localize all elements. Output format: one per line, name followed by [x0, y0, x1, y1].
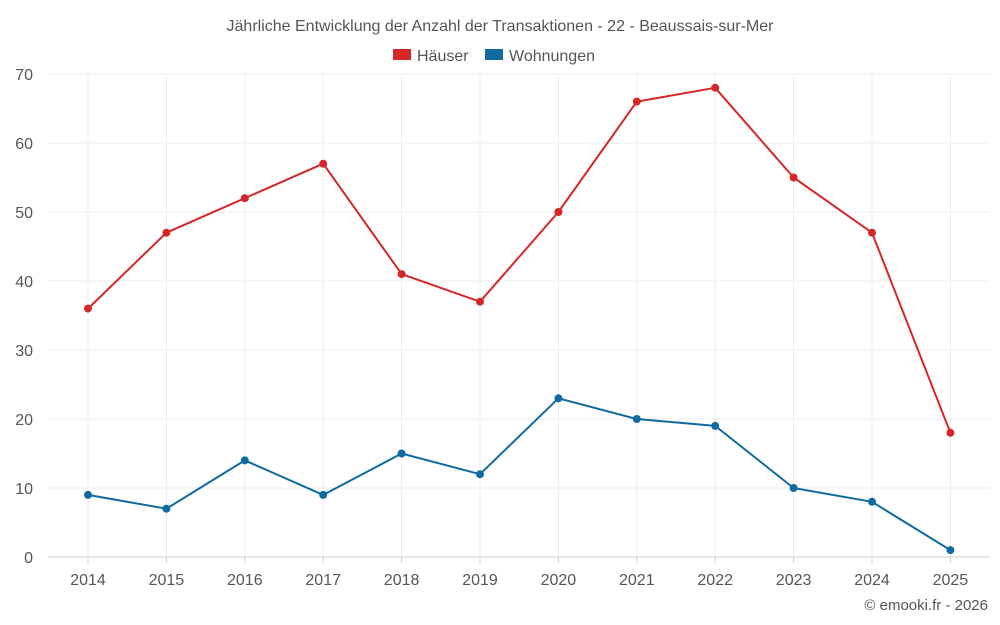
data-point[interactable]: [476, 297, 484, 306]
x-tick-label: 2025: [933, 572, 969, 589]
legend-swatch-haeuser: [393, 49, 411, 60]
series: [84, 83, 955, 555]
data-point[interactable]: [240, 194, 249, 203]
data-point[interactable]: [397, 270, 406, 279]
x-tick-label: 2018: [384, 572, 420, 589]
data-point[interactable]: [632, 415, 641, 423]
data-point[interactable]: [240, 456, 249, 465]
y-tick-label: 30: [15, 343, 33, 360]
x-tick-label: 2016: [227, 572, 263, 589]
legend-swatch-wohnungen: [485, 49, 503, 60]
data-point[interactable]: [711, 83, 720, 92]
data-point[interactable]: [868, 497, 876, 506]
data-point[interactable]: [946, 546, 955, 555]
x-tick-label: 2020: [541, 572, 577, 589]
data-point[interactable]: [789, 484, 798, 492]
credit-text: © emooki.fr - 2026: [864, 597, 988, 614]
legend-label-haeuser[interactable]: Häuser: [417, 48, 469, 65]
data-point[interactable]: [789, 173, 798, 182]
x-tick-label: 2019: [462, 572, 498, 589]
y-tick-label: 20: [15, 412, 33, 429]
x-tick-label: 2024: [854, 572, 890, 589]
y-tick-label: 10: [15, 481, 33, 498]
y-axis-ticks: 0 10 20 30 40 50 60 70: [15, 67, 33, 567]
x-tick-label: 2022: [697, 572, 733, 589]
data-point[interactable]: [711, 421, 720, 430]
x-tick-label: 2015: [149, 572, 185, 589]
data-point[interactable]: [319, 159, 328, 168]
x-tick-label: 2017: [305, 572, 341, 589]
legend-label-wohnungen[interactable]: Wohnungen: [509, 48, 595, 65]
x-tick-label: 2014: [70, 572, 106, 589]
series-line-0: [87, 86, 952, 434]
y-tick-label: 50: [15, 205, 33, 222]
data-point[interactable]: [632, 97, 641, 106]
legend[interactable]: Häuser Wohnungen: [393, 48, 595, 65]
data-point[interactable]: [397, 449, 406, 458]
data-point[interactable]: [554, 208, 563, 216]
data-point[interactable]: [162, 504, 171, 513]
y-tick-label: 40: [15, 274, 33, 291]
y-tick-label: 70: [15, 67, 33, 84]
y-tick-label: 0: [24, 550, 33, 567]
x-axis-ticks: 2014 2015 2016 2017 2018 2019 2020 2021 2022 2023…: [70, 557, 968, 589]
series-line-1: [87, 397, 951, 551]
x-tick-label: 2021: [619, 572, 655, 589]
y-tick-label: 60: [15, 136, 33, 153]
data-point[interactable]: [162, 228, 171, 237]
grid: [48, 73, 990, 558]
data-point[interactable]: [84, 490, 92, 499]
data-point[interactable]: [946, 428, 955, 437]
data-point[interactable]: [476, 470, 484, 479]
chart-title: Jährliche Entwicklung der Anzahl der Tra…: [227, 18, 775, 35]
data-point[interactable]: [84, 304, 92, 313]
data-point[interactable]: [868, 228, 876, 237]
data-point[interactable]: [554, 394, 563, 403]
x-tick-label: 2023: [776, 572, 812, 589]
data-point[interactable]: [319, 490, 328, 499]
